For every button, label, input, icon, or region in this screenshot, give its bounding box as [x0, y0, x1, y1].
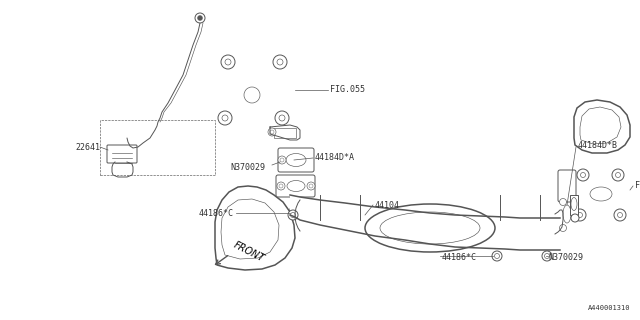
- Polygon shape: [574, 100, 630, 153]
- Bar: [570, 195, 578, 215]
- Circle shape: [559, 225, 566, 231]
- Circle shape: [290, 205, 300, 215]
- Circle shape: [612, 169, 624, 181]
- Circle shape: [218, 111, 232, 125]
- Circle shape: [614, 209, 626, 221]
- Text: N370029: N370029: [548, 253, 583, 262]
- Bar: [274, 128, 296, 138]
- Circle shape: [268, 128, 276, 136]
- Text: N370029: N370029: [230, 164, 265, 172]
- Text: 44184D*B: 44184D*B: [578, 140, 618, 149]
- Text: 44186*C: 44186*C: [442, 253, 477, 262]
- Circle shape: [574, 209, 586, 221]
- Polygon shape: [215, 186, 295, 270]
- Circle shape: [577, 169, 589, 181]
- Circle shape: [288, 210, 298, 220]
- Ellipse shape: [365, 204, 495, 252]
- Text: FIG.055: FIG.055: [330, 85, 365, 94]
- Circle shape: [198, 15, 202, 20]
- Text: FRONT: FRONT: [232, 240, 266, 264]
- Circle shape: [571, 214, 579, 222]
- Circle shape: [542, 251, 552, 261]
- FancyBboxPatch shape: [558, 170, 576, 202]
- Text: 44186*C: 44186*C: [199, 209, 234, 218]
- Text: A440001310: A440001310: [588, 305, 630, 311]
- FancyBboxPatch shape: [107, 145, 137, 163]
- Text: 22641: 22641: [75, 142, 100, 151]
- Circle shape: [278, 156, 286, 164]
- Text: FIG.055: FIG.055: [635, 181, 640, 190]
- Text: 44184D*A: 44184D*A: [315, 154, 355, 163]
- Circle shape: [275, 111, 289, 125]
- Polygon shape: [290, 195, 560, 250]
- Circle shape: [221, 55, 235, 69]
- Circle shape: [559, 198, 566, 205]
- Circle shape: [492, 251, 502, 261]
- FancyBboxPatch shape: [276, 175, 315, 197]
- Circle shape: [307, 182, 315, 190]
- FancyBboxPatch shape: [278, 148, 314, 172]
- Bar: [100, 120, 215, 175]
- Circle shape: [273, 55, 287, 69]
- Text: 44104: 44104: [375, 201, 400, 210]
- Circle shape: [277, 182, 285, 190]
